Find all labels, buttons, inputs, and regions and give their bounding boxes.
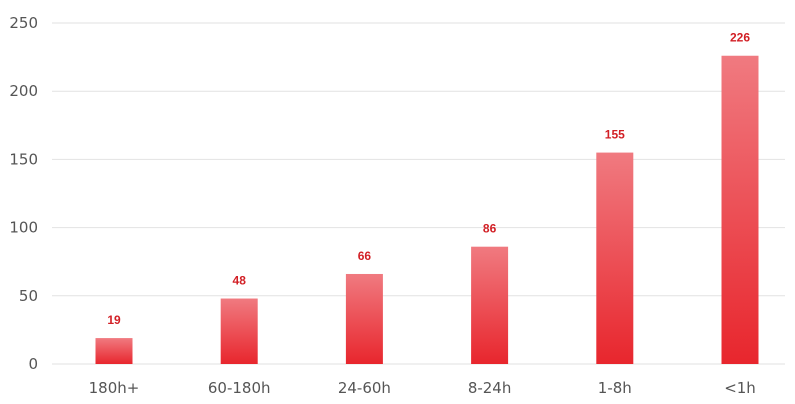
data-label: 226 <box>730 31 750 45</box>
y-tick-label: 50 <box>19 287 38 305</box>
x-axis-tick-labels: 180h+ 60-180h 24-60h 8-24h 1-8h <1h <box>89 379 756 397</box>
bar <box>596 152 634 364</box>
data-label: 48 <box>233 274 247 288</box>
x-tick-label: 60-180h <box>208 379 271 397</box>
x-tick-label: 180h+ <box>89 379 140 397</box>
data-label: 19 <box>107 313 121 327</box>
data-labels: 19 48 66 86 155 226 <box>107 31 750 327</box>
bar <box>95 338 133 364</box>
bar <box>721 55 759 365</box>
data-label: 155 <box>605 128 625 142</box>
y-tick-label: 0 <box>28 355 38 373</box>
data-label: 66 <box>358 249 372 263</box>
y-axis-tick-labels: 0 50 100 150 200 250 <box>9 14 38 373</box>
y-tick-label: 100 <box>9 219 38 237</box>
bar <box>345 273 383 364</box>
x-tick-label: 8-24h <box>468 379 512 397</box>
bar <box>220 298 258 364</box>
grid-lines <box>52 22 785 365</box>
y-tick-label: 200 <box>9 82 38 100</box>
data-label: 86 <box>483 222 497 236</box>
y-tick-label: 250 <box>9 14 38 32</box>
x-tick-label: 24-60h <box>338 379 391 397</box>
bars <box>95 55 759 365</box>
y-tick-label: 150 <box>9 150 38 168</box>
bar <box>471 246 509 364</box>
x-tick-label: 1-8h <box>598 379 632 397</box>
x-tick-label: <1h <box>724 379 756 397</box>
